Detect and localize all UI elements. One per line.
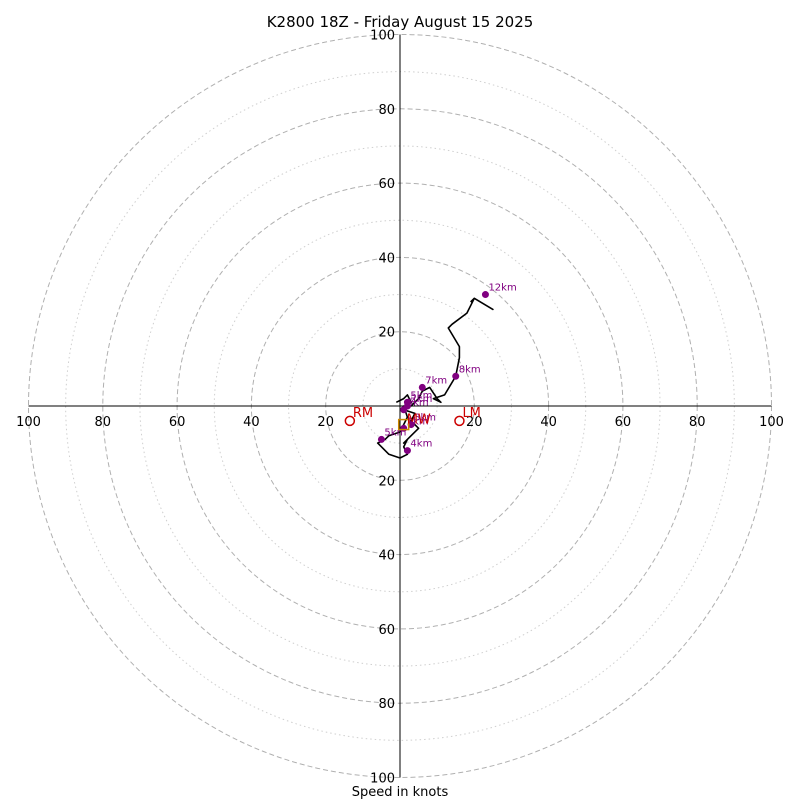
x-tick-label: 60 [169,415,186,430]
axes [28,34,772,778]
height-marker-label: 7km [425,375,447,386]
x-tick-label: 20 [466,415,483,430]
rm-storm-motion-label: RM [353,406,373,421]
y-tick-label: 80 [378,103,395,118]
height-marker-point [481,291,489,299]
rm-storm-motion-marker [344,415,356,427]
y-tick-label: 60 [378,623,395,638]
x-axis-label: Speed in knots [352,785,449,800]
x-tick-label: 80 [689,415,706,430]
x-tick-label: 100 [759,415,784,430]
height-marker-label: 8km [459,364,481,375]
height-marker-label: 4km [410,439,432,450]
y-tick-label: 20 [378,326,395,341]
height-marker-label: 5km [410,390,432,401]
y-tick-label: 40 [378,251,395,266]
y-tick-label: 60 [378,177,395,192]
mean-wind-marker [397,418,410,431]
tick-labels: 20 20 20 20 40 40 40 40 60 60 60 60 80 80 80 80 100 100 10… [16,29,784,787]
y-tick-label: 80 [378,697,395,712]
x-tick-label: 100 [16,415,41,430]
storm-motion-markers: RM LM MW [344,406,481,431]
chart-title: K2800 18Z - Friday August 15 2025 [267,13,534,31]
height-marker-label: 5km [384,427,406,438]
x-tick-label: 40 [540,415,557,430]
height-marker-point [400,406,408,414]
height-marker-label: 2km [410,394,432,405]
height-marker-label: 1km [407,416,429,427]
y-tick-label: 20 [378,474,395,489]
height-marker-label: 3km [414,413,436,424]
height-marker-point [452,372,460,380]
height-marker-point [418,383,426,391]
height-marker-point [403,447,411,455]
y-tick-label: 100 [370,29,395,44]
height-marker-label: 12km [488,283,516,294]
height-marker-label: 6km [407,398,429,409]
mean-wind-label: MW [407,413,431,428]
height-marker-point [377,435,385,443]
x-tick-label: 60 [615,415,632,430]
height-marker-point [403,398,411,406]
x-tick-label: 20 [317,415,334,430]
lm-storm-motion-label: LM [462,406,480,421]
x-tick-label: 80 [95,415,112,430]
x-tick-label: 40 [243,415,260,430]
y-tick-label: 100 [370,772,395,787]
y-tick-label: 40 [378,549,395,564]
lm-storm-motion-marker [454,415,465,427]
